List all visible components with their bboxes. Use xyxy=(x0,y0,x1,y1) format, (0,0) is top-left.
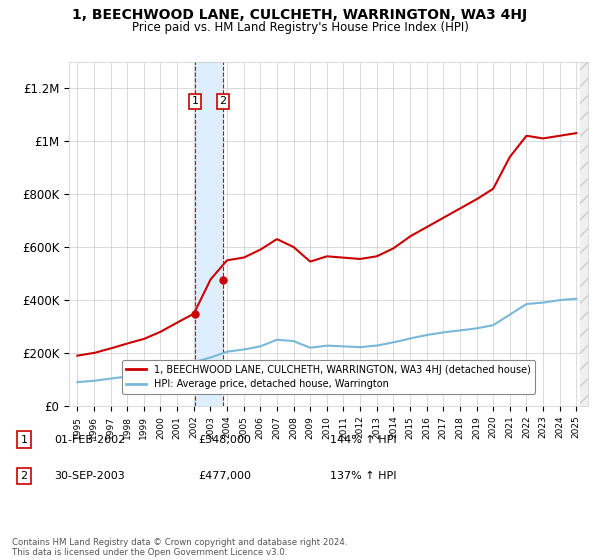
Text: 01-FEB-2002: 01-FEB-2002 xyxy=(54,435,125,445)
Text: 2: 2 xyxy=(220,96,226,106)
Text: 1, BEECHWOOD LANE, CULCHETH, WARRINGTON, WA3 4HJ: 1, BEECHWOOD LANE, CULCHETH, WARRINGTON,… xyxy=(73,8,527,22)
Text: 1: 1 xyxy=(20,435,28,445)
Text: 144% ↑ HPI: 144% ↑ HPI xyxy=(330,435,397,445)
Text: £477,000: £477,000 xyxy=(198,471,251,481)
Bar xyxy=(195,62,223,406)
Text: 30-SEP-2003: 30-SEP-2003 xyxy=(54,471,125,481)
Legend: 1, BEECHWOOD LANE, CULCHETH, WARRINGTON, WA3 4HJ (detached house), HPI: Average : 1, BEECHWOOD LANE, CULCHETH, WARRINGTON,… xyxy=(122,360,535,394)
Text: 1: 1 xyxy=(191,96,199,106)
Text: £348,000: £348,000 xyxy=(198,435,251,445)
Text: 2: 2 xyxy=(20,471,28,481)
Text: 137% ↑ HPI: 137% ↑ HPI xyxy=(330,471,397,481)
Text: Contains HM Land Registry data © Crown copyright and database right 2024.
This d: Contains HM Land Registry data © Crown c… xyxy=(12,538,347,557)
Text: Price paid vs. HM Land Registry's House Price Index (HPI): Price paid vs. HM Land Registry's House … xyxy=(131,21,469,34)
